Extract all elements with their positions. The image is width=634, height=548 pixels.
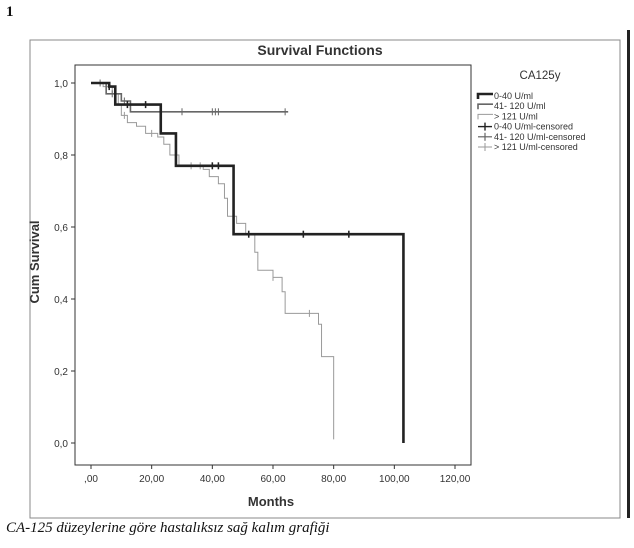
x-axis: ,00 20,00 40,00 60,00 80,00 100,00 120,00 bbox=[84, 465, 471, 485]
legend-entry: 41- 120 U/ml-censored bbox=[494, 132, 586, 142]
legend-entry: > 121 U/ml-censored bbox=[494, 142, 578, 152]
legend-entry: 0-40 U/ml-censored bbox=[494, 122, 573, 132]
series-3-line bbox=[91, 82, 335, 440]
legend-title: CA125y bbox=[520, 70, 561, 82]
legend-swatch bbox=[477, 103, 493, 110]
figure-caption: CA-125 düzeylerine göre hastalıksız sağ … bbox=[6, 520, 330, 536]
x-tick-label: 80,00 bbox=[321, 474, 346, 485]
x-tick-label: 20,00 bbox=[139, 474, 164, 485]
page-edge-bar bbox=[627, 30, 630, 518]
series-1-line bbox=[91, 81, 405, 443]
series-2-line bbox=[91, 82, 289, 113]
y-tick-label: 0,6 bbox=[54, 223, 68, 234]
x-tick-label: ,00 bbox=[84, 474, 98, 485]
y-axis-label: Cum Survival bbox=[27, 220, 42, 303]
survival-chart: Survival Functions 0,0 0,2 0,4 0,6 0,8 1,0 ,0… bbox=[27, 39, 621, 519]
legend-entry: 0-40 U/ml bbox=[494, 91, 533, 101]
plot-area bbox=[74, 64, 472, 466]
x-axis-label: Months bbox=[248, 494, 294, 509]
y-tick-label: 0,8 bbox=[54, 151, 68, 162]
legend-swatch bbox=[476, 92, 493, 99]
y-tick-label: 1,0 bbox=[54, 79, 68, 90]
legend-entry: > 121 U/ml bbox=[494, 111, 538, 121]
y-tick-label: 0,0 bbox=[54, 439, 68, 450]
legend-entry: 41- 120 U/ml bbox=[494, 101, 546, 111]
y-axis: 0,0 0,2 0,4 0,6 0,8 1,0 bbox=[54, 79, 75, 450]
figure-number: 1 bbox=[6, 4, 14, 20]
x-tick-label: 120,00 bbox=[440, 474, 471, 485]
y-tick-label: 0,2 bbox=[54, 367, 68, 378]
series-layer bbox=[91, 79, 405, 443]
y-tick-label: 0,4 bbox=[54, 295, 68, 306]
x-tick-label: 100,00 bbox=[379, 474, 410, 485]
x-tick-label: 40,00 bbox=[200, 474, 225, 485]
chart-title: Survival Functions bbox=[257, 42, 382, 58]
legend-swatch bbox=[477, 113, 493, 120]
x-tick-label: 60,00 bbox=[260, 474, 285, 485]
